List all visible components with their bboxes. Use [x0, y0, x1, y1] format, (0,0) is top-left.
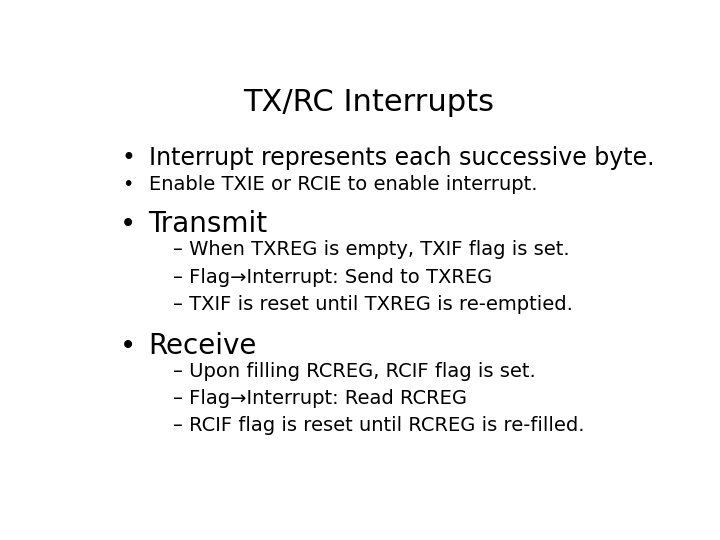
Text: – Upon filling RCREG, RCIF flag is set.: – Upon filling RCREG, RCIF flag is set. [173, 362, 536, 381]
Text: Transmit: Transmit [148, 210, 268, 238]
Text: – TXIF is reset until TXREG is re-emptied.: – TXIF is reset until TXREG is re-emptie… [173, 295, 572, 314]
Text: Enable TXIE or RCIE to enable interrupt.: Enable TXIE or RCIE to enable interrupt. [148, 175, 537, 194]
Text: – Flag→Interrupt: Read RCREG: – Flag→Interrupt: Read RCREG [173, 389, 467, 408]
Text: •: • [120, 210, 136, 238]
Text: •: • [122, 175, 134, 194]
Text: – Flag→Interrupt: Send to TXREG: – Flag→Interrupt: Send to TXREG [173, 268, 492, 287]
Text: TX/RC Interrupts: TX/RC Interrupts [243, 87, 495, 117]
Text: – When TXREG is empty, TXIF flag is set.: – When TXREG is empty, TXIF flag is set. [173, 240, 570, 259]
Text: Interrupt represents each successive byte.: Interrupt represents each successive byt… [148, 146, 654, 170]
Text: •: • [120, 332, 136, 360]
Text: •: • [121, 146, 135, 170]
Text: – RCIF flag is reset until RCREG is re-filled.: – RCIF flag is reset until RCREG is re-f… [173, 416, 584, 435]
Text: Receive: Receive [148, 332, 257, 360]
